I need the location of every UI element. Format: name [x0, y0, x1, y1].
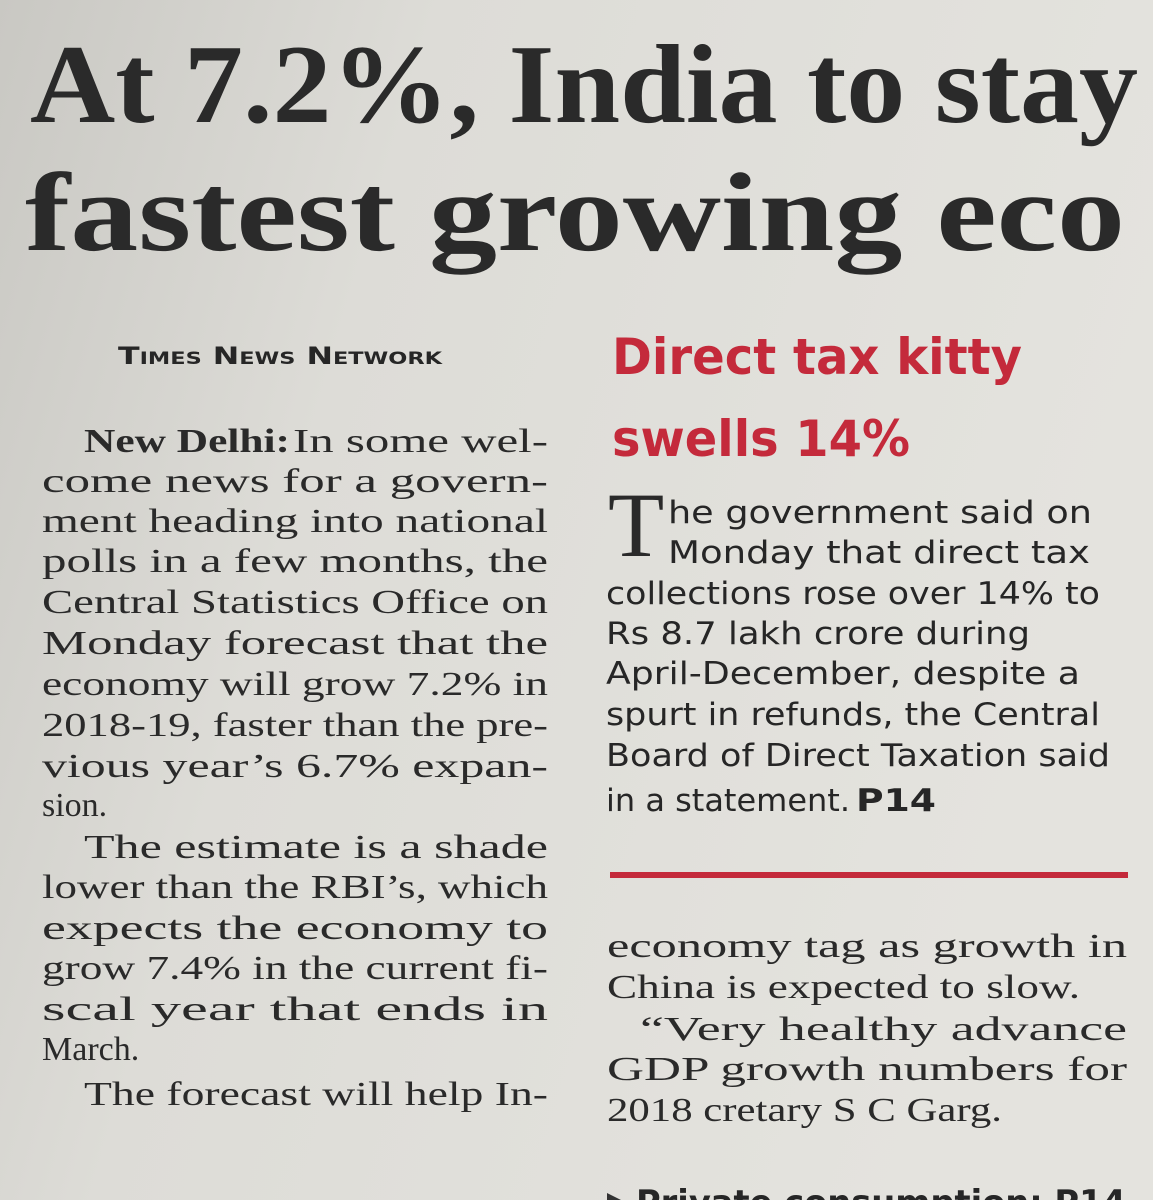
body-line: 2018-19, faster than the pre- — [42, 707, 548, 744]
dateline: New Delhi: — [84, 423, 290, 460]
body-line: Monday forecast that the — [42, 625, 548, 662]
body-line: March. — [42, 1031, 139, 1068]
body-line: 2018 cretary S C Garg. — [607, 1092, 1002, 1129]
sidebar-headline: swells 14% — [612, 410, 910, 468]
body-line: scal year that ends in — [42, 991, 548, 1028]
body-line: lower than the RBI’s, which — [42, 869, 548, 906]
body-line: Central Statistics Office on — [42, 584, 548, 621]
body-line: expects the economy to — [42, 910, 548, 947]
body-line: China is expected to slow. — [607, 969, 1080, 1006]
body-line: polls in a few months, the — [42, 543, 548, 580]
drop-cap: T — [608, 474, 664, 576]
body-line: vious year’s 6.7% expan- — [42, 748, 548, 785]
page-ref: P14 — [856, 783, 936, 819]
body-line: economy tag as growth in — [607, 928, 1127, 965]
body-line: “Very healthy advance — [640, 1011, 1127, 1048]
headline-line: fastest growing eco — [25, 151, 1125, 275]
sidebar-line: April-December, despite a — [606, 656, 1080, 692]
body-line: grow 7.4% in the current fi- — [42, 950, 548, 987]
body-line: GDP growth numbers for — [607, 1051, 1128, 1088]
body-line: In some wel- — [293, 423, 548, 460]
red-rule — [610, 872, 1128, 878]
body-line: sion. — [42, 787, 107, 824]
headline-line: At 7.2%, India to stay — [30, 23, 1138, 147]
teaser-arrow — [607, 1193, 621, 1200]
body-line: The forecast will help In- — [84, 1076, 548, 1113]
byline: Times News Network — [118, 342, 443, 370]
body-line: come news for a govern- — [42, 463, 548, 500]
sidebar-line: he government said on — [668, 495, 1092, 531]
body-line: The estimate is a shade — [84, 829, 548, 866]
body-line: economy will grow 7.2% in — [42, 666, 548, 703]
sidebar-line: Board of Direct Taxation said — [606, 738, 1110, 774]
body-line: ment heading into national — [42, 503, 548, 540]
sidebar-line: collections rose over 14% to — [606, 576, 1100, 612]
sidebar-headline: Direct tax kitty — [612, 328, 1022, 386]
sidebar-line: Monday that direct tax — [668, 535, 1090, 571]
sidebar-line: Rs 8.7 lakh crore during — [606, 616, 1030, 652]
sidebar-line: spurt in refunds, the Central — [606, 697, 1100, 733]
sidebar-line: in a statement. — [606, 783, 850, 819]
teaser: Private consumption: P14 — [636, 1183, 1126, 1200]
